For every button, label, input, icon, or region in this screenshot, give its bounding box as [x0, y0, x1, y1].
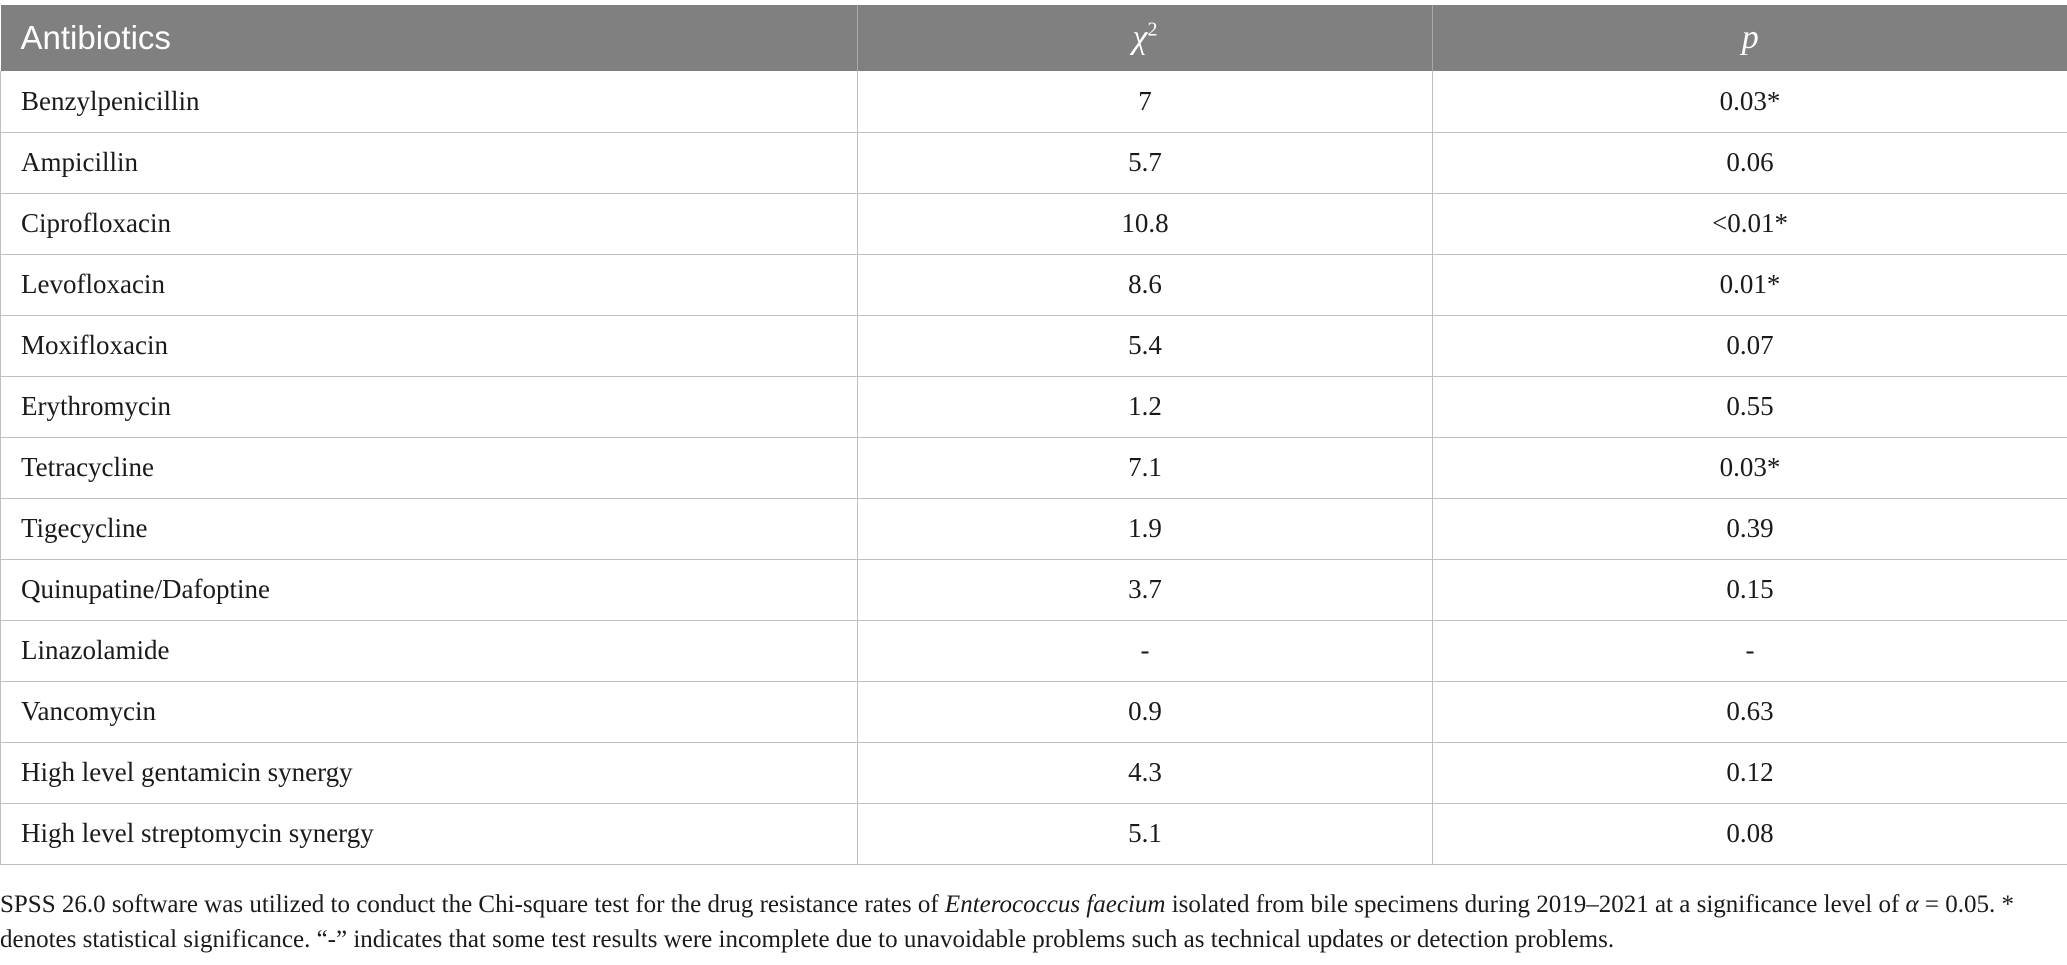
table-row: Vancomycin 0.9 0.63: [0, 681, 2067, 743]
chi-square-cell: 10.8: [857, 193, 1433, 255]
chi-square-cell: 7: [857, 71, 1433, 133]
p-value-cell: <0.01*: [1432, 193, 2067, 255]
table-row: Tigecycline 1.9 0.39: [0, 498, 2067, 560]
table-header: Antibiotics χ2 p: [0, 5, 2067, 71]
chi-square-cell: 0.9: [857, 681, 1433, 743]
footnote-text-1: SPSS 26.0 software was utilized to condu…: [0, 891, 945, 918]
header-antibiotics: Antibiotics: [0, 5, 858, 71]
chi-square-results-table: Antibiotics χ2 p Benzylpenicillin 7 0.03* A…: [0, 5, 2067, 865]
header-chi-square: χ2: [857, 5, 1433, 71]
antibiotic-cell: Ampicillin: [0, 132, 858, 194]
header-row: Antibiotics χ2 p: [0, 5, 2067, 71]
chi-square-cell: 5.7: [857, 132, 1433, 194]
p-value-cell: 0.39: [1432, 498, 2067, 560]
chi-square-cell: 5.1: [857, 803, 1433, 865]
antibiotic-cell: Tetracycline: [0, 437, 858, 499]
antibiotic-cell: Quinupatine/Dafoptine: [0, 559, 858, 621]
table-row: High level streptomycin synergy 5.1 0.08: [0, 803, 2067, 865]
table-body: Benzylpenicillin 7 0.03* Ampicillin 5.7 0.06 C…: [0, 71, 2067, 865]
p-value-cell: 0.63: [1432, 681, 2067, 743]
table-row: High level gentamicin synergy 4.3 0.12: [0, 742, 2067, 804]
chi-square-cell: 5.4: [857, 315, 1433, 377]
footnote-alpha: α: [1905, 891, 1919, 918]
chi-square-cell: 1.9: [857, 498, 1433, 560]
p-value-cell: 0.08: [1432, 803, 2067, 865]
footnote-text-2: isolated from bile specimens during 2019…: [1165, 891, 1906, 918]
antibiotic-cell: Erythromycin: [0, 376, 858, 438]
p-value-cell: 0.01*: [1432, 254, 2067, 316]
antibiotic-cell: Linazolamide: [0, 620, 858, 682]
chi-square-cell: 7.1: [857, 437, 1433, 499]
table-row: Ciprofloxacin 10.8 <0.01*: [0, 193, 2067, 255]
antibiotic-cell: High level gentamicin synergy: [0, 742, 858, 804]
table-row: Benzylpenicillin 7 0.03*: [0, 71, 2067, 133]
table-footnote: SPSS 26.0 software was utilized to condu…: [0, 887, 2060, 957]
table-row: Levofloxacin 8.6 0.01*: [0, 254, 2067, 316]
results-table-container: Antibiotics χ2 p Benzylpenicillin 7 0.03* A…: [0, 5, 2067, 865]
chi-symbol: χ: [1132, 19, 1148, 56]
chi-square-cell: 8.6: [857, 254, 1433, 316]
chi-square-cell: 4.3: [857, 742, 1433, 804]
header-p-value: p: [1432, 5, 2067, 71]
p-value-cell: 0.15: [1432, 559, 2067, 621]
table-row: Tetracycline 7.1 0.03*: [0, 437, 2067, 499]
chi-square-cell: 1.2: [857, 376, 1433, 438]
p-value-cell: 0.12: [1432, 742, 2067, 804]
footnote-organism: Enterococcus faecium: [944, 891, 1166, 918]
antibiotic-cell: Benzylpenicillin: [0, 71, 858, 133]
table-row: Ampicillin 5.7 0.06: [0, 132, 2067, 194]
p-value-cell: 0.07: [1432, 315, 2067, 377]
antibiotic-cell: Moxifloxacin: [0, 315, 858, 377]
p-value-cell: 0.55: [1432, 376, 2067, 438]
table-row: Moxifloxacin 5.4 0.07: [0, 315, 2067, 377]
p-value-cell: 0.03*: [1432, 437, 2067, 499]
antibiotic-cell: High level streptomycin synergy: [0, 803, 858, 865]
p-value-cell: 0.03*: [1432, 71, 2067, 133]
p-value-cell: -: [1432, 620, 2067, 682]
antibiotic-cell: Tigecycline: [0, 498, 858, 560]
chi-superscript: 2: [1147, 18, 1158, 41]
footnote-text-3: = 0.05. * denotes statistical significan…: [0, 891, 2015, 953]
antibiotic-cell: Ciprofloxacin: [0, 193, 858, 255]
p-value-cell: 0.06: [1432, 132, 2067, 194]
antibiotic-cell: Levofloxacin: [0, 254, 858, 316]
chi-square-cell: -: [857, 620, 1433, 682]
table-row: Linazolamide - -: [0, 620, 2067, 682]
table-row: Quinupatine/Dafoptine 3.7 0.15: [0, 559, 2067, 621]
antibiotic-cell: Vancomycin: [0, 681, 858, 743]
table-row: Erythromycin 1.2 0.55: [0, 376, 2067, 438]
chi-square-cell: 3.7: [857, 559, 1433, 621]
